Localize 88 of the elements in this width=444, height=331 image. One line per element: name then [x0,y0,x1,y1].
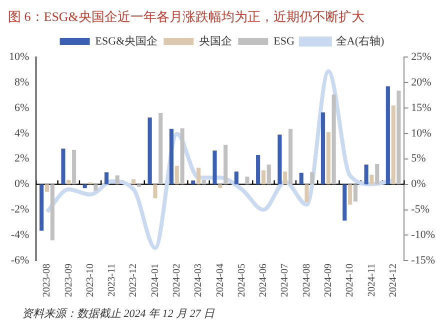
bar [115,175,120,184]
legend-label: ESG [274,35,294,48]
y-tick-label: 8% [14,76,30,88]
bar [320,112,326,184]
bar [370,174,374,184]
bar [288,128,293,184]
x-tick-label: 2024-04 [214,264,226,298]
y-tick-label: -4% [10,229,30,242]
bar [310,172,314,184]
x-tick-label: 2024-01 [150,264,161,298]
legend-label: 全A(右轴) [336,34,385,48]
x-tick-label: 2024-10 [344,264,356,298]
bar [299,172,304,184]
bar [180,128,184,184]
x-tick-label: 2023-10 [84,264,96,298]
y2-tick-label: 20% [411,76,432,88]
y2-tick-label: 0% [411,178,426,190]
bar [364,164,368,184]
x-tick-label: 2023-12 [128,264,140,298]
y2-tick-label: 10% [411,127,432,140]
y2-tick-label: -10% [411,229,435,242]
y2-tick-label: 15% [411,102,432,114]
y-tick-label: 0% [14,178,30,190]
bar [224,144,228,184]
x-tick-label: 2024-12 [388,264,399,298]
x-tick-label: 2024-03 [193,264,204,298]
y-tick-label: -2% [10,204,30,216]
x-tick-label: 2024-02 [172,264,182,298]
x-tick-label: 2024-05 [236,264,248,298]
bar [169,128,174,184]
x-tick-label: 2024-11 [366,264,378,297]
y-tick-label: 6% [14,102,30,114]
chart-title: 图 6：ESG&央国企近一年各月涨跌幅均为正，近期仍不断扩大 [8,8,364,26]
bar [191,180,196,184]
bar [196,168,201,184]
bar [132,179,136,184]
bar [266,164,271,184]
bar [353,184,358,202]
y2-tick-label: -5% [411,204,430,216]
bar [158,113,163,184]
bar [304,184,309,202]
x-tick-label: 2023-11 [106,264,118,297]
bar [148,117,152,184]
legend-label: 央国企 [199,34,232,48]
y2-tick-label: -15% [411,254,435,267]
bar [104,172,109,184]
bar [44,184,50,192]
bar [386,86,390,184]
bar [174,166,179,184]
bar [94,184,98,191]
x-tick-label: 2024-06 [258,264,270,298]
x-tick-label: 2024-09 [323,264,334,298]
y2-tick-label: 5% [411,152,426,165]
bar [153,184,158,198]
bar [72,150,76,184]
bar [202,180,206,184]
bar [261,170,266,184]
legend-label: ESG&央国企 [95,34,158,48]
bar [212,150,217,184]
y-tick-label: 4% [14,127,30,140]
y2-tick-label: 25% [411,50,432,63]
bar [278,134,282,184]
x-tick-label: 2024-07 [280,264,291,298]
bar [245,176,250,184]
bar [256,155,260,184]
bar [396,90,401,184]
bar [66,180,71,184]
bar [391,105,396,184]
bar [218,184,222,188]
y-tick-label: 10% [8,50,30,63]
bar [326,132,330,184]
bar [332,94,336,184]
x-tick-label: 2023-09 [63,264,74,298]
text: 资料来源：数据截止 2024 年 12 月 27 日 [22,307,214,321]
bar [40,184,44,231]
bar [348,184,352,205]
bar [61,148,66,184]
x-tick-label: 2023-08 [42,264,53,298]
bar [50,184,54,240]
bar [342,184,347,221]
y-tick-label: -6% [10,254,30,267]
x-tick-label: 2024-08 [301,264,312,298]
bar [82,184,87,188]
bar [136,184,142,187]
bar [234,172,238,184]
y-tick-label: 2% [14,152,30,165]
bar [283,172,288,184]
bar [375,164,380,184]
